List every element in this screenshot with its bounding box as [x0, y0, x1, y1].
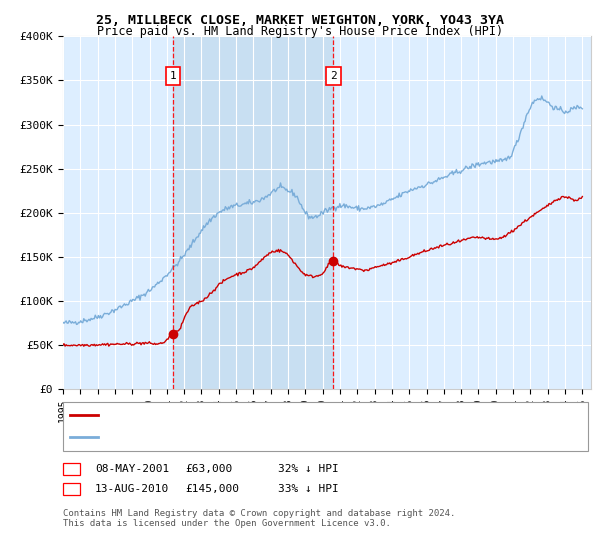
Text: 13-AUG-2010: 13-AUG-2010 — [95, 484, 169, 494]
Text: 25, MILLBECK CLOSE, MARKET WEIGHTON, YORK, YO43 3YA (detached house): 25, MILLBECK CLOSE, MARKET WEIGHTON, YOR… — [105, 410, 530, 421]
Text: 1: 1 — [170, 71, 176, 81]
Text: 2: 2 — [68, 484, 75, 494]
Text: £63,000: £63,000 — [185, 464, 232, 474]
Text: 33% ↓ HPI: 33% ↓ HPI — [278, 484, 338, 494]
Text: 32% ↓ HPI: 32% ↓ HPI — [278, 464, 338, 474]
Text: £145,000: £145,000 — [185, 484, 239, 494]
Text: 08-MAY-2001: 08-MAY-2001 — [95, 464, 169, 474]
Text: 1: 1 — [68, 464, 75, 474]
Bar — [173, 36, 334, 389]
Text: 2: 2 — [330, 71, 337, 81]
Text: 25, MILLBECK CLOSE, MARKET WEIGHTON, YORK, YO43 3YA: 25, MILLBECK CLOSE, MARKET WEIGHTON, YOR… — [96, 14, 504, 27]
Text: Contains HM Land Registry data © Crown copyright and database right 2024.
This d: Contains HM Land Registry data © Crown c… — [63, 509, 455, 529]
Text: HPI: Average price, detached house, East Riding of Yorkshire: HPI: Average price, detached house, East… — [105, 432, 480, 442]
Text: Price paid vs. HM Land Registry's House Price Index (HPI): Price paid vs. HM Land Registry's House … — [97, 25, 503, 38]
